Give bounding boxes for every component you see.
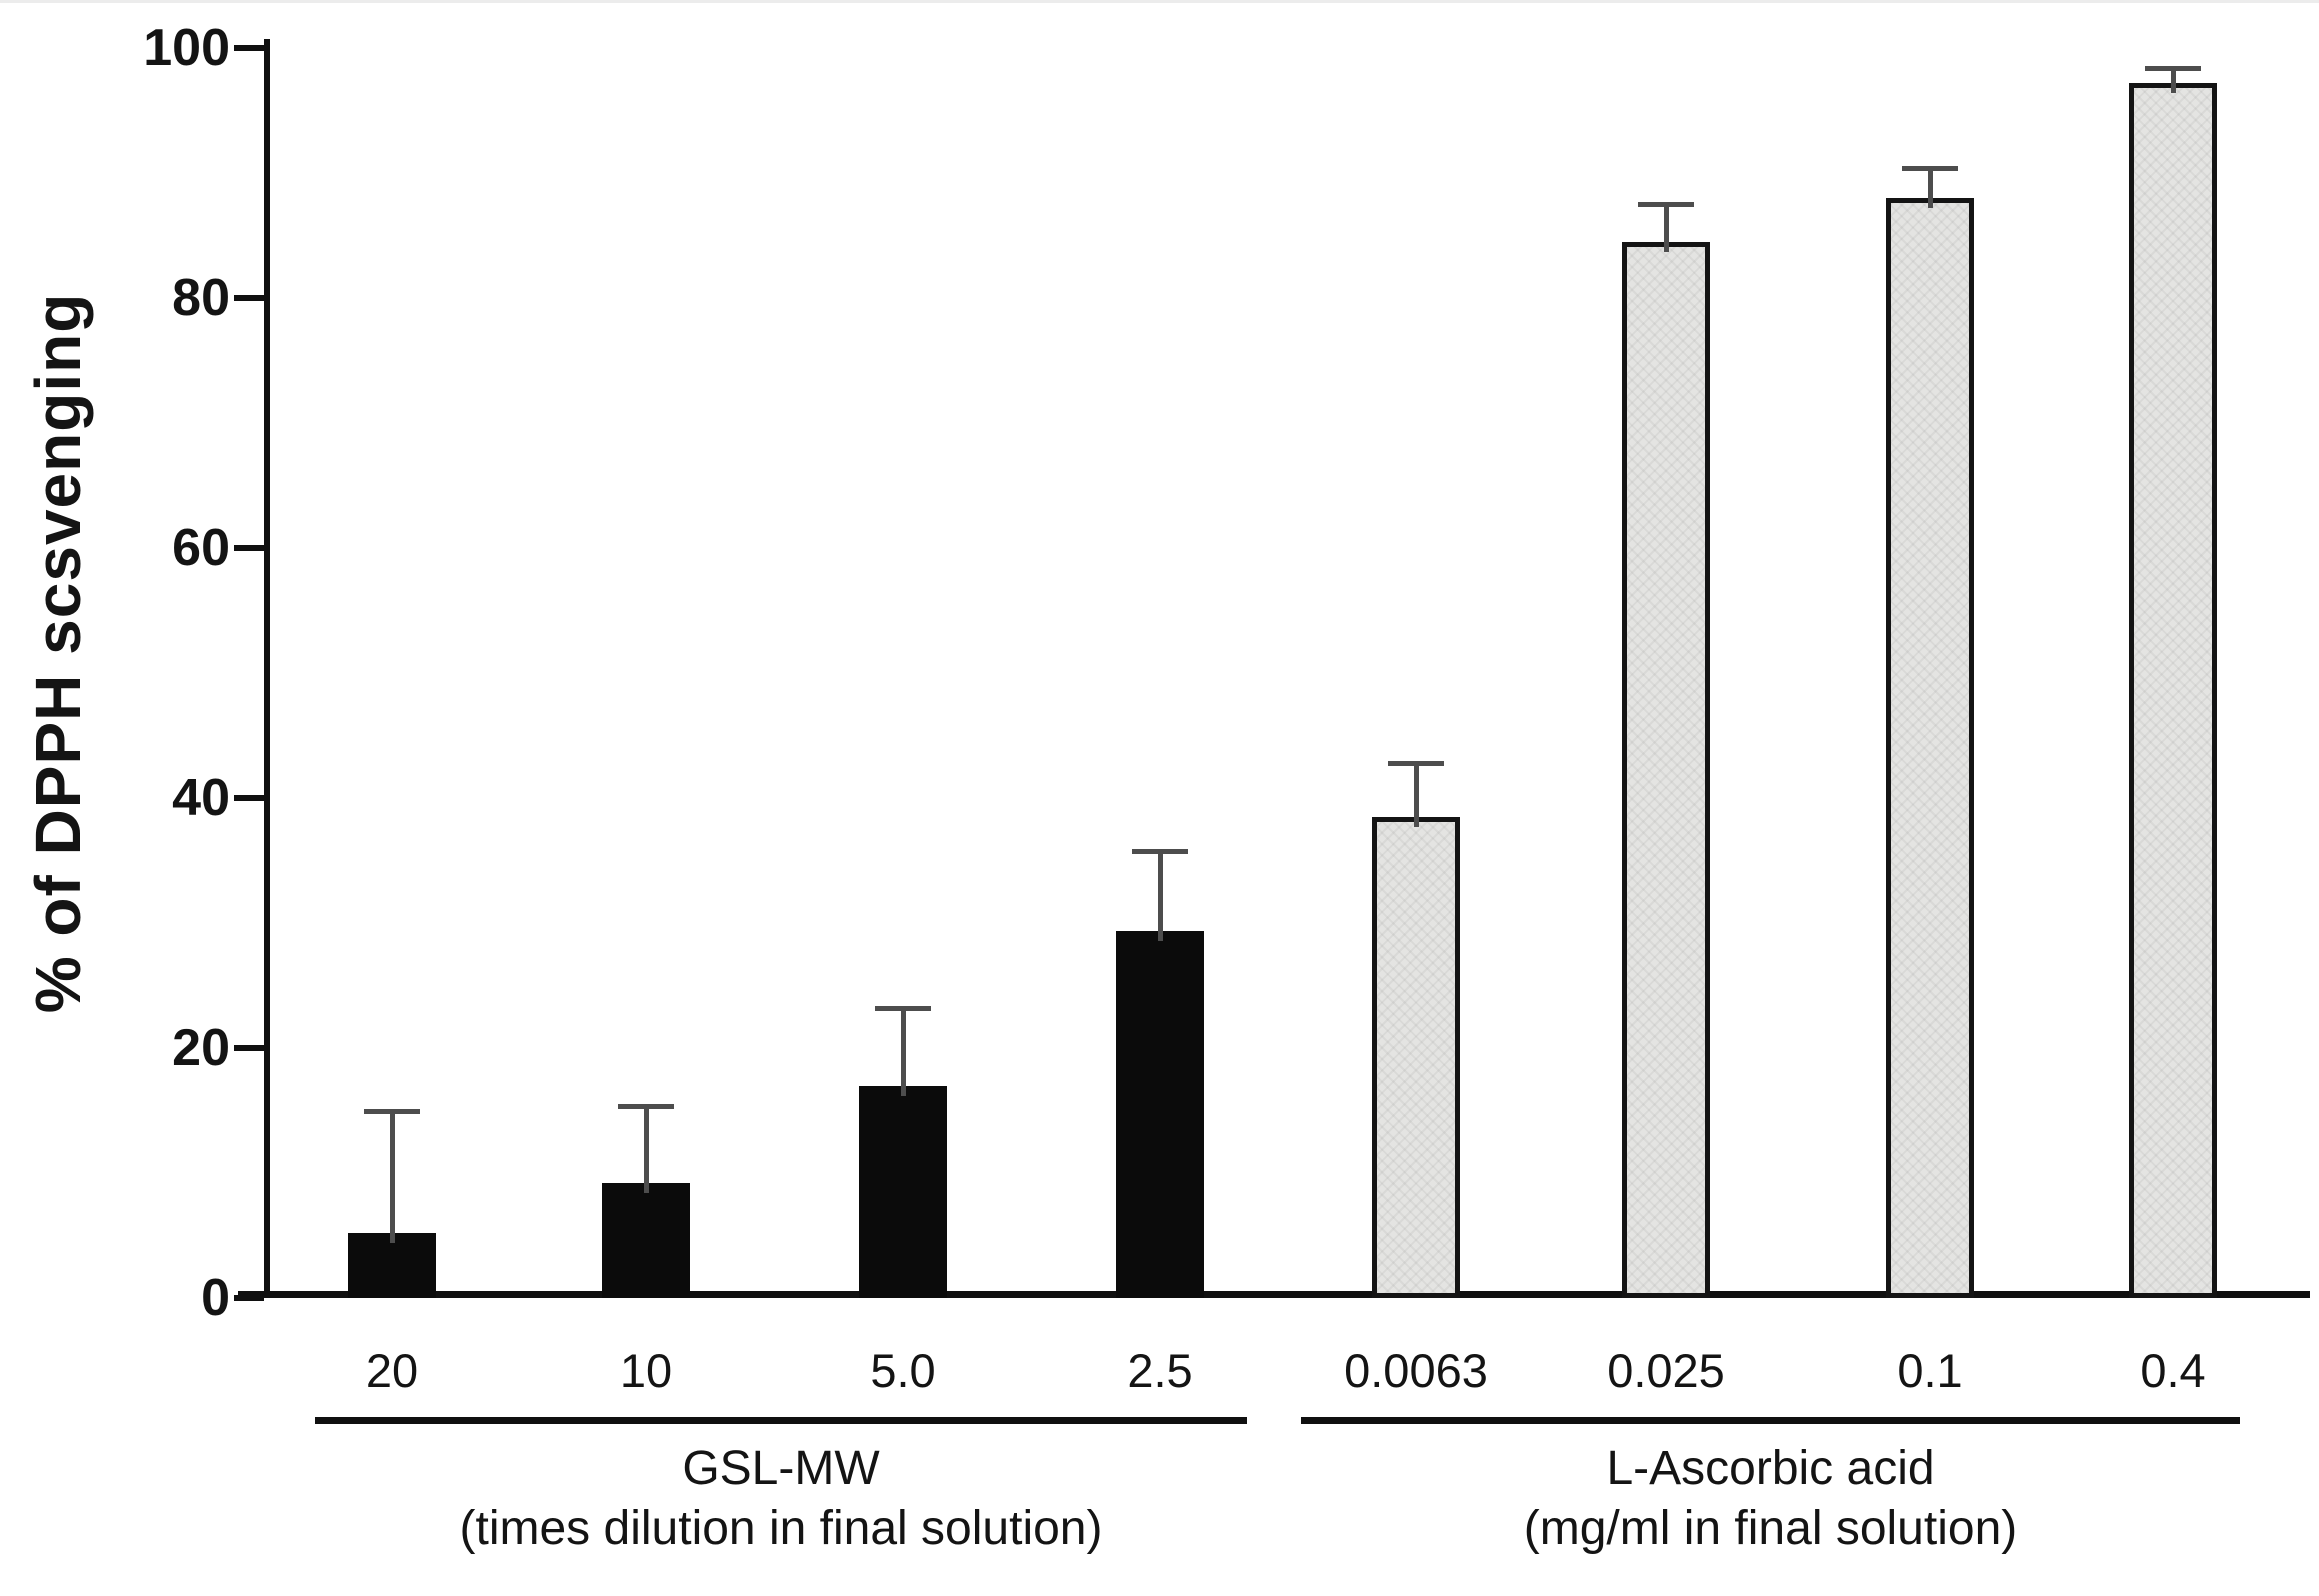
error-bar-line (1414, 763, 1419, 827)
error-bar-line (2171, 68, 2176, 93)
y-axis-tick (234, 1295, 264, 1301)
error-bar-cap (364, 1109, 420, 1114)
error-bar-line (1664, 204, 1669, 252)
group-underline (1301, 1417, 2240, 1424)
error-bar-line (1158, 851, 1163, 941)
x-tick-label: 0.4 (2023, 1345, 2319, 1397)
bar-0.1 (1886, 198, 1974, 1298)
error-bar-line (901, 1008, 906, 1096)
x-tick-label: 2.5 (1010, 1345, 1310, 1397)
y-axis-tick (234, 295, 264, 301)
error-bar-cap (1388, 761, 1444, 766)
bar-10 (602, 1183, 690, 1298)
group-label-line2: (times dilution in final solution) (231, 1499, 1331, 1559)
error-bar-cap (875, 1006, 931, 1011)
y-tick-label: 40 (0, 772, 230, 824)
x-tick-label: 5.0 (753, 1345, 1053, 1397)
error-bar-cap (1132, 849, 1188, 854)
y-tick-label: 20 (0, 1022, 230, 1074)
error-bar-line (1928, 168, 1933, 208)
y-tick-label: 60 (0, 522, 230, 574)
y-axis-line (264, 39, 270, 1298)
bar-0.0063 (1372, 817, 1460, 1298)
bar-0.4 (2129, 83, 2217, 1298)
bar-0.025 (1622, 242, 1710, 1298)
y-axis-title: % of DPPH scsvenging (21, 293, 95, 1014)
group-label-line1: L-Ascorbic acid (1221, 1439, 2319, 1499)
y-axis-tick (234, 795, 264, 801)
error-bar-cap (1902, 166, 1958, 171)
y-axis-tick (234, 545, 264, 551)
y-tick-label: 0 (0, 1272, 230, 1324)
error-bar-cap (1638, 202, 1694, 207)
y-axis-tick (234, 1045, 264, 1051)
group-underline (315, 1417, 1247, 1424)
group-label-line2: (mg/ml in final solution) (1221, 1499, 2319, 1559)
bar-2.5 (1116, 931, 1204, 1299)
error-bar-cap (2145, 66, 2201, 71)
error-bar-cap (618, 1104, 674, 1109)
x-tick-label: 0.025 (1516, 1345, 1816, 1397)
x-axis-baseline (238, 1291, 2310, 1298)
y-tick-label: 100 (0, 22, 230, 74)
bar-5.0 (859, 1086, 947, 1299)
error-bar-line (644, 1106, 649, 1194)
group-label-line1: GSL-MW (231, 1439, 1331, 1499)
y-tick-label: 80 (0, 272, 230, 324)
x-tick-label: 10 (496, 1345, 796, 1397)
y-axis-tick (234, 45, 264, 51)
error-bar-line (390, 1111, 395, 1244)
